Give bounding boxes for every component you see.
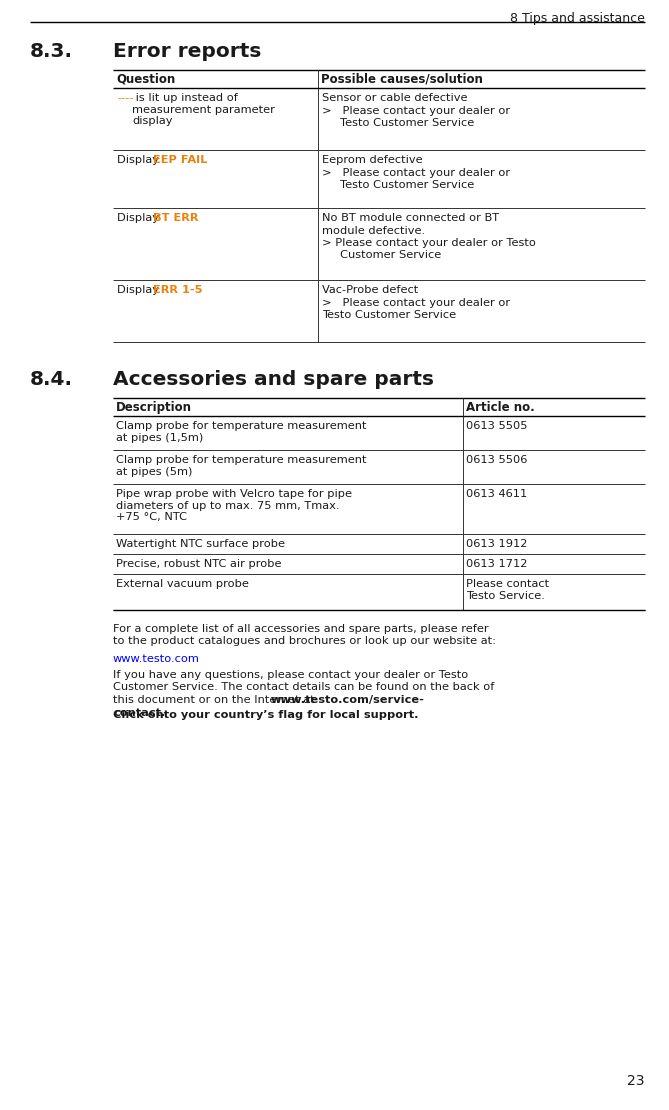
Text: ----: ----	[117, 93, 134, 103]
Text: is lit up instead of
measurement parameter
display: is lit up instead of measurement paramet…	[132, 93, 275, 127]
Text: Accessories and spare parts: Accessories and spare parts	[113, 370, 434, 388]
Text: www.testo.com: www.testo.com	[113, 654, 200, 664]
Text: Please contact
Testo Service.: Please contact Testo Service.	[466, 579, 549, 601]
Text: Testo Customer Service: Testo Customer Service	[322, 180, 474, 190]
Text: 0613 5505: 0613 5505	[466, 421, 527, 431]
Text: If you have any questions, please contact your dealer or Testo: If you have any questions, please contac…	[113, 670, 468, 680]
Text: ERR 1-5: ERR 1-5	[153, 285, 203, 295]
Text: No BT module connected or BT: No BT module connected or BT	[322, 213, 499, 223]
Text: 0613 5506: 0613 5506	[466, 455, 527, 465]
Text: Vac-Probe defect: Vac-Probe defect	[322, 285, 418, 295]
Text: For a complete list of all accessories and spare parts, please refer
to the prod: For a complete list of all accessories a…	[113, 624, 496, 646]
Text: Customer Service. The contact details can be found on the back of: Customer Service. The contact details ca…	[113, 683, 494, 693]
Text: Testo Customer Service: Testo Customer Service	[322, 118, 474, 128]
Text: >   Please contact your dealer or: > Please contact your dealer or	[322, 105, 510, 115]
Text: 23: 23	[628, 1074, 645, 1088]
Text: Testo Customer Service: Testo Customer Service	[322, 310, 456, 320]
Text: 0613 1912: 0613 1912	[466, 539, 527, 549]
Text: Display: Display	[117, 155, 163, 165]
Text: External vacuum probe: External vacuum probe	[116, 579, 249, 589]
Text: Watertight NTC surface probe: Watertight NTC surface probe	[116, 539, 285, 549]
Text: Article no.: Article no.	[466, 401, 535, 414]
Text: Error reports: Error reports	[113, 42, 262, 61]
Text: Possible causes/solution: Possible causes/solution	[321, 73, 483, 85]
Text: > Please contact your dealer or Testo: > Please contact your dealer or Testo	[322, 238, 536, 248]
Text: this document or on the Internet at: this document or on the Internet at	[113, 695, 318, 705]
Text: contact.: contact.	[113, 707, 165, 717]
Text: Pipe wrap probe with Velcro tape for pipe
diameters of up to max. 75 mm, Tmax.
+: Pipe wrap probe with Velcro tape for pip…	[116, 490, 352, 522]
Text: Eeprom defective: Eeprom defective	[322, 155, 423, 165]
Text: 0613 1712: 0613 1712	[466, 559, 527, 569]
Text: Display: Display	[117, 285, 163, 295]
Text: 8.3.: 8.3.	[30, 42, 73, 61]
Text: 8 Tips and assistance: 8 Tips and assistance	[510, 12, 645, 26]
Text: Description: Description	[116, 401, 192, 414]
Text: BT ERR: BT ERR	[153, 213, 199, 223]
Text: 0613 4611: 0613 4611	[466, 490, 527, 500]
Text: Question: Question	[116, 73, 175, 85]
Text: Precise, robust NTC air probe: Precise, robust NTC air probe	[116, 559, 282, 569]
Text: Display: Display	[117, 213, 163, 223]
Text: Customer Service: Customer Service	[322, 251, 442, 261]
Text: 8.4.: 8.4.	[30, 370, 73, 388]
Text: Clamp probe for temperature measurement
at pipes (5m): Clamp probe for temperature measurement …	[116, 455, 367, 476]
Text: Sensor or cable defective: Sensor or cable defective	[322, 93, 468, 103]
Text: >   Please contact your dealer or: > Please contact your dealer or	[322, 168, 510, 178]
Text: module defective.: module defective.	[322, 225, 425, 235]
Text: EEP FAIL: EEP FAIL	[153, 155, 208, 165]
Text: >   Please contact your dealer or: > Please contact your dealer or	[322, 297, 510, 307]
Text: Click onto your country’s flag for local support.: Click onto your country’s flag for local…	[113, 709, 419, 719]
Text: www.testo.com/service-: www.testo.com/service-	[271, 695, 425, 705]
Text: Clamp probe for temperature measurement
at pipes (1,5m): Clamp probe for temperature measurement …	[116, 421, 367, 443]
